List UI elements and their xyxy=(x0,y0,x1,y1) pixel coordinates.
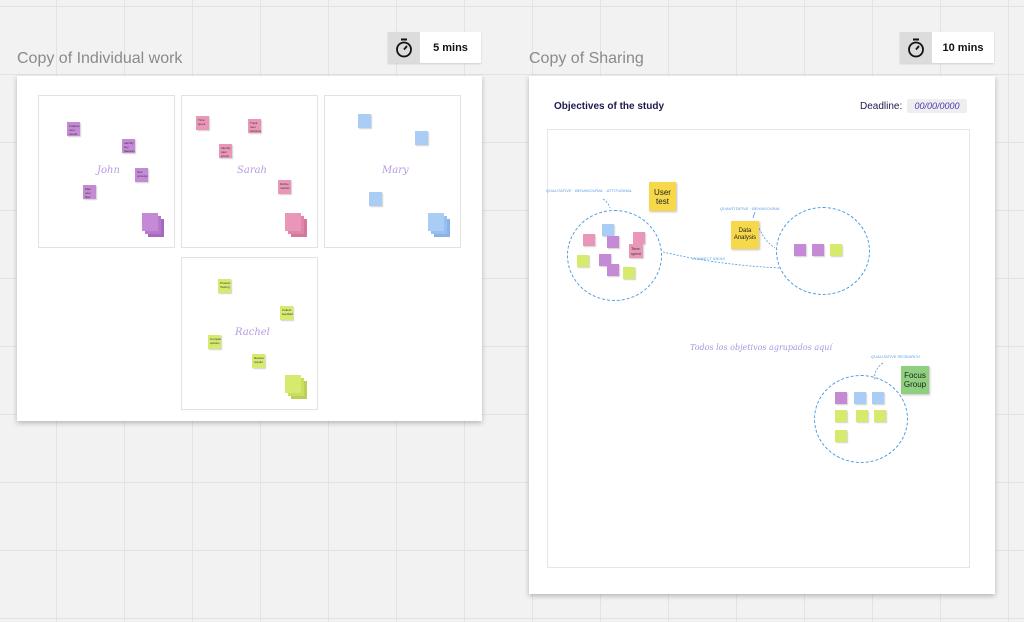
sticky-data-analysis[interactable]: Data Analysis xyxy=(731,221,759,249)
participant-name: Rachel xyxy=(235,327,270,338)
cell-mary[interactable]: Mary xyxy=(324,95,461,248)
board-sharing[interactable]: Objectives of the study Deadline: 00/00/… xyxy=(529,76,995,594)
group-circle-user-test[interactable] xyxy=(567,210,662,301)
stopwatch-icon xyxy=(388,32,420,63)
sticky-note[interactable] xyxy=(607,236,619,248)
label-focus-group: QUALITATIVE RESEARCH xyxy=(871,354,920,359)
grouped-caption: Todos los objetivos agrupados aquí xyxy=(690,343,832,352)
sticky-note[interactable]: Collect feedback xyxy=(280,306,293,320)
sticky-note[interactable] xyxy=(854,392,866,404)
group-circle-data-analysis[interactable] xyxy=(776,207,870,295)
sticky-note[interactable] xyxy=(856,410,868,422)
cell-john[interactable]: Analyze user needs Identify key features… xyxy=(38,95,175,248)
study-title: Objectives of the study xyxy=(554,101,665,112)
sticky-note[interactable]: Compare options xyxy=(208,335,221,349)
participant-name: Sarah xyxy=(237,165,267,176)
sticky-note[interactable] xyxy=(794,244,806,256)
sticky-note[interactable]: Time spent xyxy=(629,244,643,258)
sticky-note[interactable] xyxy=(607,264,619,276)
timer-individual[interactable]: 5 mins xyxy=(388,32,481,63)
sticky-note[interactable]: Define metrics xyxy=(278,180,291,194)
timer-sharing[interactable]: 10 mins xyxy=(900,32,994,63)
sticky-note[interactable] xyxy=(812,244,824,256)
label-data-analysis: QUANTITATIVE · BEHAVIOURAL xyxy=(720,206,781,211)
sticky-note[interactable]: Track user behavior xyxy=(248,119,261,133)
stopwatch-icon xyxy=(900,32,932,63)
participant-name: John xyxy=(97,165,120,176)
sticky-note[interactable] xyxy=(872,392,884,404)
sticky-note[interactable] xyxy=(602,224,614,236)
sticky-note[interactable]: Analyze user needs xyxy=(67,122,80,136)
sticky-note[interactable]: Time spent xyxy=(196,116,209,130)
label-user-test: QUALITATIVE · BEHAVIOURAL · ATTITUDINAL xyxy=(546,188,633,193)
sticky-note[interactable]: Identify pain points xyxy=(219,144,232,158)
sticky-note[interactable]: Test prototype xyxy=(135,168,148,182)
sticky-stack[interactable] xyxy=(285,375,307,401)
sticky-note[interactable] xyxy=(599,254,611,266)
sticky-note[interactable] xyxy=(369,192,382,206)
sticky-note[interactable] xyxy=(623,267,635,279)
sticky-user-test[interactable]: User test xyxy=(649,182,676,211)
timer-duration: 5 mins xyxy=(420,32,481,63)
sticky-stack[interactable] xyxy=(285,213,307,239)
sticky-focus-group[interactable]: Focus Group xyxy=(901,366,929,394)
sticky-note[interactable]: Identify key features xyxy=(122,139,135,153)
deadline-input[interactable]: 00/00/0000 xyxy=(907,99,967,113)
timer-duration: 10 mins xyxy=(932,32,994,63)
sticky-note[interactable] xyxy=(583,234,595,246)
participant-name: Mary xyxy=(382,165,409,176)
sticky-stack[interactable] xyxy=(428,213,450,239)
board-individual[interactable]: Analyze user needs Identify key features… xyxy=(17,76,482,421)
sticky-note[interactable]: Map user flow xyxy=(83,185,96,199)
sticky-note[interactable] xyxy=(633,232,645,244)
sticky-note[interactable] xyxy=(835,410,847,422)
cell-rachel[interactable]: Product Testing Collect feedback Compare… xyxy=(181,257,318,410)
label-connector: CONNECT IDEAS xyxy=(692,256,725,261)
sticky-note[interactable] xyxy=(835,392,847,404)
cell-sarah[interactable]: Time spent Track user behavior Identify … xyxy=(181,95,318,248)
sticky-note[interactable]: Review results xyxy=(252,354,265,368)
sticky-stack[interactable] xyxy=(142,213,164,239)
frame-title-sharing[interactable]: Copy of Sharing xyxy=(529,50,644,67)
sticky-note[interactable] xyxy=(415,131,428,145)
frame-title-individual[interactable]: Copy of Individual work xyxy=(17,50,183,67)
group-circle-focus-group[interactable] xyxy=(814,375,908,463)
sticky-note[interactable] xyxy=(358,114,371,128)
sticky-note[interactable] xyxy=(830,244,842,256)
sticky-note[interactable] xyxy=(874,410,886,422)
sticky-note[interactable]: Product Testing xyxy=(218,279,231,293)
sticky-note[interactable] xyxy=(835,430,847,442)
sticky-note[interactable] xyxy=(577,255,589,267)
grouping-area[interactable]: QUALITATIVE · BEHAVIOURAL · ATTITUDINAL … xyxy=(546,129,970,568)
deadline-label: Deadline: xyxy=(860,101,903,112)
